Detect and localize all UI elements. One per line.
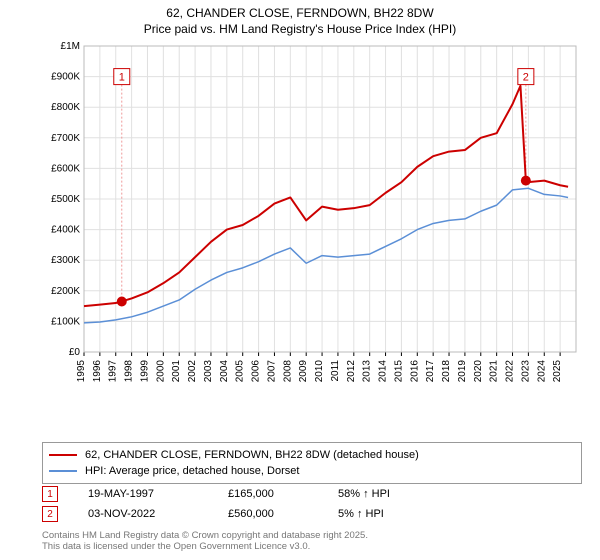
svg-text:£0: £0 (69, 347, 81, 358)
svg-text:2011: 2011 (330, 360, 341, 382)
svg-text:2001: 2001 (171, 360, 182, 383)
svg-text:2025: 2025 (552, 360, 563, 383)
svg-text:2000: 2000 (155, 360, 166, 383)
svg-text:2004: 2004 (219, 360, 230, 383)
svg-text:£600K: £600K (51, 163, 80, 174)
svg-text:1998: 1998 (124, 360, 135, 383)
legend-item: HPI: Average price, detached house, Dors… (49, 463, 575, 479)
svg-text:£700K: £700K (51, 133, 80, 144)
svg-text:£400K: £400K (51, 225, 80, 236)
svg-text:2005: 2005 (235, 360, 246, 383)
svg-text:2021: 2021 (489, 360, 500, 383)
svg-text:1995: 1995 (76, 360, 87, 383)
svg-text:2015: 2015 (393, 360, 404, 383)
annotation-marker-id: 1 (47, 489, 53, 500)
annotation-price: £165,000 (228, 488, 338, 500)
svg-text:2008: 2008 (282, 360, 293, 383)
footer-line-2: This data is licensed under the Open Gov… (42, 541, 582, 552)
chart-title: 62, CHANDER CLOSE, FERNDOWN, BH22 8DW Pr… (0, 0, 600, 37)
title-line-2: Price paid vs. HM Land Registry's House … (0, 22, 600, 38)
svg-text:1: 1 (119, 72, 125, 84)
annotation-table: 1 19-MAY-1997 £165,000 58% ↑ HPI 2 03-NO… (42, 484, 582, 524)
legend-label: HPI: Average price, detached house, Dors… (85, 465, 299, 477)
svg-text:2016: 2016 (409, 360, 420, 383)
svg-text:2006: 2006 (251, 360, 262, 383)
chart-svg: £0 £100K £200K £300K £400K £500K £600K £700K £80… (42, 42, 582, 402)
annotation-delta: 5% ↑ HPI (338, 508, 458, 520)
svg-text:£900K: £900K (51, 72, 80, 83)
legend: 62, CHANDER CLOSE, FERNDOWN, BH22 8DW (d… (42, 442, 582, 484)
annotation-delta: 58% ↑ HPI (338, 488, 458, 500)
annotation-marker-id: 2 (47, 509, 53, 520)
svg-text:2014: 2014 (378, 360, 389, 383)
legend-swatch (49, 454, 77, 456)
svg-text:£800K: £800K (51, 102, 80, 113)
svg-text:£500K: £500K (51, 194, 80, 205)
svg-text:2020: 2020 (473, 360, 484, 383)
svg-text:£100K: £100K (51, 316, 80, 327)
annotation-marker-box: 1 (42, 486, 58, 502)
svg-text:£300K: £300K (51, 255, 80, 266)
svg-text:2009: 2009 (298, 360, 309, 383)
annotation-marker-box: 2 (42, 506, 58, 522)
svg-text:2007: 2007 (266, 360, 277, 383)
svg-text:2013: 2013 (362, 360, 373, 383)
svg-text:£1M: £1M (61, 42, 80, 52)
svg-text:2003: 2003 (203, 360, 214, 383)
chart-container: 62, CHANDER CLOSE, FERNDOWN, BH22 8DW Pr… (0, 0, 600, 560)
svg-text:2024: 2024 (536, 360, 547, 383)
svg-text:2023: 2023 (520, 360, 531, 383)
annotation-date: 03-NOV-2022 (88, 508, 228, 520)
annotation-price: £560,000 (228, 508, 338, 520)
svg-text:2010: 2010 (314, 360, 325, 383)
annotation-row: 1 19-MAY-1997 £165,000 58% ↑ HPI (42, 484, 582, 504)
annotation-date: 19-MAY-1997 (88, 488, 228, 500)
svg-text:2019: 2019 (457, 360, 468, 383)
svg-text:2: 2 (523, 72, 529, 84)
footer-line-1: Contains HM Land Registry data © Crown c… (42, 530, 582, 541)
svg-text:2018: 2018 (441, 360, 452, 383)
annotation-row: 2 03-NOV-2022 £560,000 5% ↑ HPI (42, 504, 582, 524)
legend-swatch (49, 470, 77, 472)
svg-text:£200K: £200K (51, 286, 80, 297)
svg-text:2012: 2012 (346, 360, 357, 383)
svg-text:2002: 2002 (187, 360, 198, 383)
svg-text:1996: 1996 (92, 360, 103, 383)
svg-text:2022: 2022 (505, 360, 516, 383)
legend-label: 62, CHANDER CLOSE, FERNDOWN, BH22 8DW (d… (85, 449, 419, 461)
svg-text:1999: 1999 (139, 360, 150, 383)
svg-text:1997: 1997 (108, 360, 119, 383)
title-line-1: 62, CHANDER CLOSE, FERNDOWN, BH22 8DW (0, 6, 600, 22)
footer-attribution: Contains HM Land Registry data © Crown c… (42, 530, 582, 553)
svg-text:2017: 2017 (425, 360, 436, 383)
legend-item: 62, CHANDER CLOSE, FERNDOWN, BH22 8DW (d… (49, 447, 575, 463)
chart-plot-area: £0 £100K £200K £300K £400K £500K £600K £700K £80… (42, 42, 582, 402)
